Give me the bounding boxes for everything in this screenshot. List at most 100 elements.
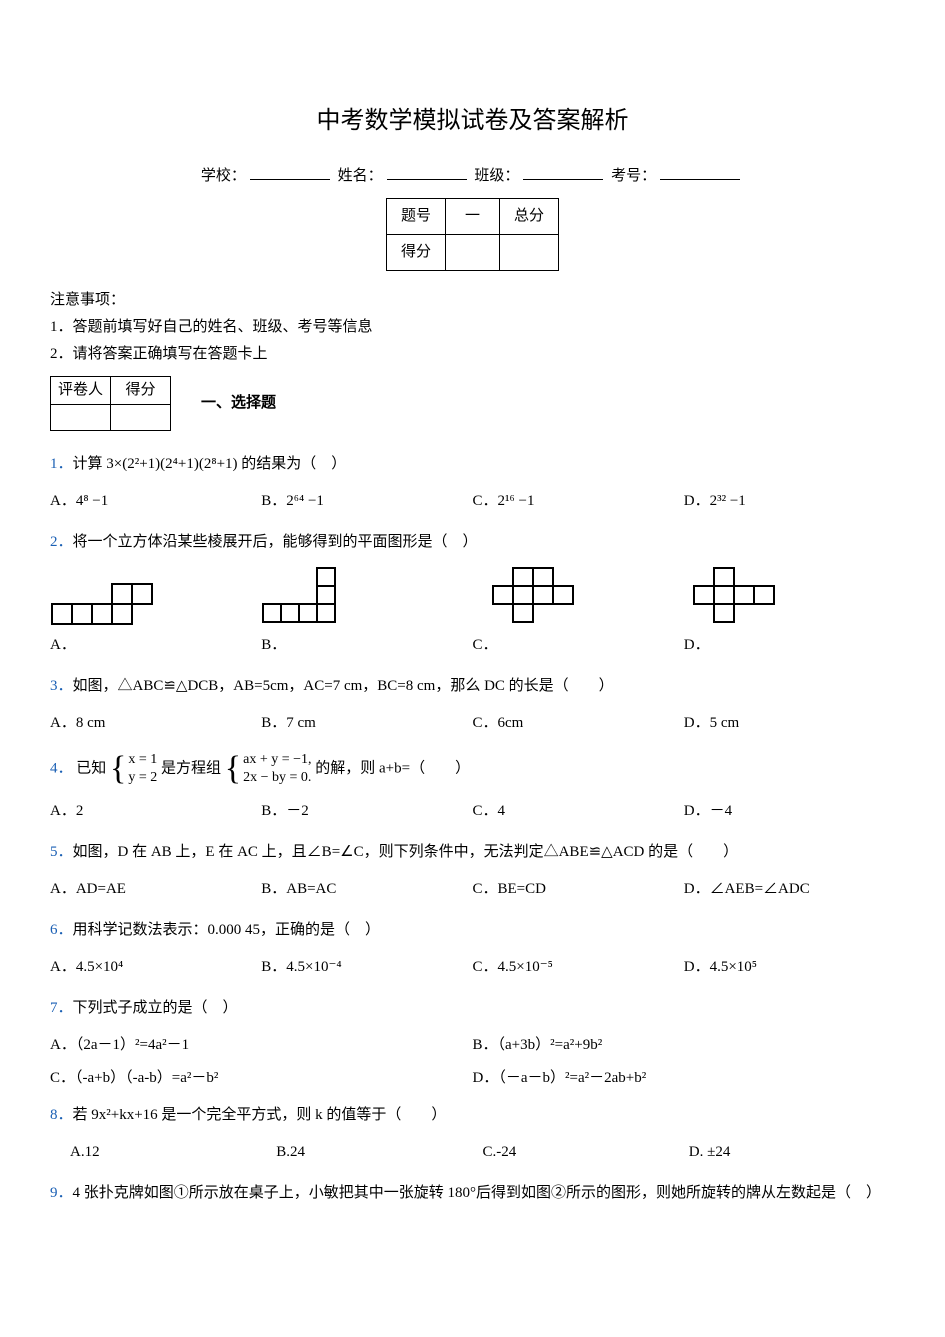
option-d: D. ±24 <box>689 1139 895 1166</box>
question-text: 计算 3×(2²+1)(2⁴+1)(2⁸+1) 的结果为（ ） <box>73 456 347 472</box>
class-blank[interactable] <box>523 165 603 180</box>
q5-options: A．AD=AE B．AB=AC C．BE=CD D．∠AEB=∠ADC <box>50 876 895 903</box>
table-row: 题号 一 总分 <box>386 199 558 235</box>
option-c: C．2¹⁶ −1 <box>473 488 684 515</box>
question-6: 6．用科学记数法表示：0.000 45，正确的是（ ） <box>50 917 895 944</box>
cell: 得分 <box>386 235 445 271</box>
option-b: B．－2 <box>261 798 472 825</box>
question-text: 若 9x²+kx+16 是一个完全平方式，则 k 的值等于（ ） <box>73 1107 447 1123</box>
question-number: 2． <box>50 534 73 550</box>
option-c: C．4.5×10⁻⁵ <box>473 954 684 981</box>
question-text: 下列式子成立的是（ ） <box>73 1000 238 1016</box>
page-title: 中考数学模拟试卷及答案解析 <box>50 100 895 143</box>
question-text: 4 张扑克牌如图①所示放在桌子上，小敏把其中一张旋转 180°后得到如图②所示的… <box>73 1185 882 1201</box>
question-4: 4． 已知 { x = 1 y = 2 是方程组 { ax + y = −1, … <box>50 751 895 787</box>
question-8: 8．若 9x²+kx+16 是一个完全平方式，则 k 的值等于（ ） <box>50 1102 895 1129</box>
score-table: 题号 一 总分 得分 <box>386 198 559 271</box>
name-blank[interactable] <box>387 165 467 180</box>
score-blank[interactable] <box>111 405 171 431</box>
option-d: D． <box>684 632 895 659</box>
option-c: C．6cm <box>473 710 684 737</box>
question-5: 5．如图，D 在 AB 上，E 在 AC 上，且∠B=∠C，则下列条件中，无法判… <box>50 839 895 866</box>
notes-block: 注意事项： 1．答题前填写好自己的姓名、班级、考号等信息 2．请将答案正确填写在… <box>50 287 895 368</box>
option-a: A．2 <box>50 798 261 825</box>
q4-post: 的解，则 a+b=（ ） <box>315 761 470 777</box>
q6-options: A．4.5×10⁴ B．4.5×10⁻⁴ C．4.5×10⁻⁵ D．4.5×10… <box>50 954 895 981</box>
cell: 一 <box>446 199 500 235</box>
option-c: C．BE=CD <box>473 876 684 903</box>
grader-label: 评卷人 <box>51 377 111 405</box>
option-c: C.-24 <box>483 1139 689 1166</box>
eq: y = 2 <box>128 769 157 787</box>
question-number: 4． <box>50 761 73 777</box>
eq: 2x − by = 0. <box>243 769 311 787</box>
question-1: 1．计算 3×(2²+1)(2⁴+1)(2⁸+1) 的结果为（ ） <box>50 451 895 478</box>
q7-options-row2: C．（-a+b）（-a-b）=a²－b² D．（－a－b）²=a²－2ab+b² <box>50 1065 895 1092</box>
cell[interactable] <box>446 235 500 271</box>
table-row: 评卷人 得分 <box>51 377 171 405</box>
brace-icon: { <box>110 752 126 786</box>
notes-heading: 注意事项： <box>50 287 895 314</box>
cell: 题号 <box>386 199 445 235</box>
q4-options: A．2 B．－2 C．4 D．－4 <box>50 798 895 825</box>
option-a: A．（2a－1）²=4a²－1 <box>50 1032 473 1059</box>
examno-blank[interactable] <box>660 165 740 180</box>
name-label: 姓名： <box>338 168 383 184</box>
option-d: D．∠AEB=∠ADC <box>684 876 895 903</box>
table-row <box>51 405 171 431</box>
q4-pre: 已知 <box>76 761 106 777</box>
q4-system-2: { ax + y = −1, 2x − by = 0. <box>225 751 312 787</box>
option-d: D．－4 <box>684 798 895 825</box>
option-a: A.12 <box>70 1139 276 1166</box>
q3-options: A．8 cm B．7 cm C．6cm D．5 cm <box>50 710 895 737</box>
table-row: 得分 <box>386 235 558 271</box>
option-a: A．AD=AE <box>50 876 261 903</box>
question-number: 3． <box>50 678 73 694</box>
examno-label: 考号： <box>611 168 656 184</box>
option-d: D．2³² −1 <box>684 488 895 515</box>
grader-blank[interactable] <box>51 405 111 431</box>
note-item-2: 2．请将答案正确填写在答题卡上 <box>50 341 895 368</box>
q7-options-row1: A．（2a－1）²=4a²－1 B．（a+3b）²=a²+9b² <box>50 1032 895 1059</box>
question-2: 2．将一个立方体沿某些棱展开后，能够得到的平面图形是（ ） <box>50 529 895 556</box>
cell: 总分 <box>500 199 559 235</box>
q2-labels: A． B． C． D． <box>50 632 895 659</box>
option-d: D．5 cm <box>684 710 895 737</box>
option-d: D．4.5×10⁵ <box>684 954 895 981</box>
student-info-line: 学校： 姓名： 班级： 考号： <box>50 163 895 190</box>
option-b: B.24 <box>276 1139 482 1166</box>
question-text: 将一个立方体沿某些棱展开后，能够得到的平面图形是（ ） <box>73 534 478 550</box>
question-text: 如图，△ABC≌△DCB，AB=5cm，AC=7 cm，BC=8 cm，那么 D… <box>73 678 614 694</box>
question-number: 9． <box>50 1185 73 1201</box>
q2-diagrams <box>50 566 895 626</box>
question-9: 9．4 张扑克牌如图①所示放在桌子上，小敏把其中一张旋转 180°后得到如图②所… <box>50 1180 895 1207</box>
section-title-1: 一、选择题 <box>201 390 276 417</box>
q4-mid: 是方程组 <box>161 761 221 777</box>
question-number: 7． <box>50 1000 73 1016</box>
question-number: 6． <box>50 922 73 938</box>
option-a: A．8 cm <box>50 710 261 737</box>
class-label: 班级： <box>474 168 519 184</box>
option-b: B．7 cm <box>261 710 472 737</box>
option-b: B．2⁶⁴ −1 <box>261 488 472 515</box>
school-blank[interactable] <box>250 165 330 180</box>
q1-options: A．4⁸ −1 B．2⁶⁴ −1 C．2¹⁶ −1 D．2³² −1 <box>50 488 895 515</box>
net-diagram-d <box>684 566 895 626</box>
grader-table: 评卷人 得分 <box>50 376 171 431</box>
option-b: B．4.5×10⁻⁴ <box>261 954 472 981</box>
score-label: 得分 <box>111 377 171 405</box>
brace-icon: { <box>225 752 241 786</box>
option-d: D．（－a－b）²=a²－2ab+b² <box>473 1065 896 1092</box>
net-diagram-c <box>473 566 684 626</box>
option-a: A．4.5×10⁴ <box>50 954 261 981</box>
question-number: 5． <box>50 844 73 860</box>
option-c: C．（-a+b）（-a-b）=a²－b² <box>50 1065 473 1092</box>
cell[interactable] <box>500 235 559 271</box>
eq: ax + y = −1, <box>243 751 311 769</box>
net-diagram-a <box>50 576 261 626</box>
question-number: 8． <box>50 1107 73 1123</box>
school-label: 学校： <box>201 168 246 184</box>
question-text: 如图，D 在 AB 上，E 在 AC 上，且∠B=∠C，则下列条件中，无法判定△… <box>73 844 739 860</box>
option-c: C．4 <box>473 798 684 825</box>
eq: x = 1 <box>128 751 157 769</box>
